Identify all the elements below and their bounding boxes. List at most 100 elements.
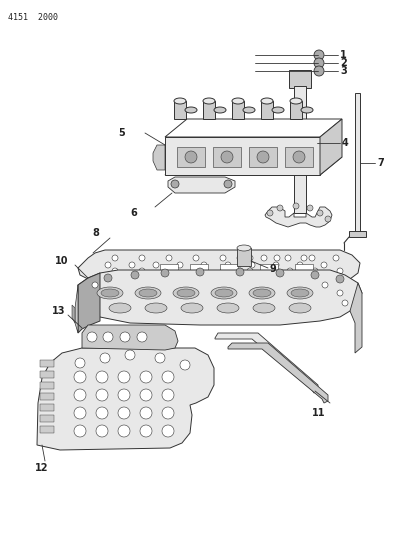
- Circle shape: [292, 203, 298, 209]
- Ellipse shape: [173, 287, 198, 299]
- Polygon shape: [349, 283, 361, 353]
- Circle shape: [236, 268, 243, 274]
- Ellipse shape: [213, 107, 225, 113]
- Bar: [348, 231, 365, 237]
- Circle shape: [162, 371, 173, 383]
- Circle shape: [341, 300, 347, 306]
- Bar: [236, 248, 250, 266]
- Text: 11: 11: [311, 408, 325, 418]
- Polygon shape: [37, 348, 213, 450]
- Circle shape: [236, 255, 243, 261]
- Ellipse shape: [145, 303, 166, 313]
- Circle shape: [276, 205, 282, 211]
- Circle shape: [129, 273, 135, 279]
- Bar: [40, 382, 54, 389]
- Circle shape: [139, 389, 152, 401]
- Circle shape: [200, 273, 207, 279]
- Circle shape: [105, 273, 111, 279]
- Circle shape: [96, 371, 108, 383]
- Bar: [231, 101, 243, 119]
- Circle shape: [313, 66, 323, 76]
- Circle shape: [313, 50, 323, 60]
- Polygon shape: [75, 285, 78, 333]
- Circle shape: [246, 268, 252, 274]
- Ellipse shape: [300, 107, 312, 113]
- Circle shape: [308, 255, 314, 261]
- Bar: [40, 360, 54, 367]
- Circle shape: [166, 268, 172, 274]
- Circle shape: [313, 58, 323, 68]
- Circle shape: [311, 268, 317, 274]
- Circle shape: [300, 255, 306, 261]
- Bar: [40, 393, 54, 400]
- Bar: [189, 264, 207, 274]
- Bar: [213, 147, 240, 167]
- Circle shape: [162, 425, 173, 437]
- Circle shape: [320, 262, 326, 268]
- Circle shape: [162, 389, 173, 401]
- Text: 12: 12: [35, 463, 48, 473]
- Ellipse shape: [252, 303, 274, 313]
- Circle shape: [316, 210, 322, 216]
- Polygon shape: [82, 325, 178, 350]
- Circle shape: [261, 255, 266, 261]
- Ellipse shape: [97, 287, 123, 299]
- Text: 1: 1: [339, 50, 346, 60]
- Circle shape: [261, 268, 267, 274]
- Circle shape: [112, 255, 118, 261]
- Circle shape: [296, 262, 302, 268]
- Circle shape: [236, 268, 243, 276]
- Circle shape: [286, 268, 292, 274]
- Bar: [284, 147, 312, 167]
- Circle shape: [310, 271, 318, 279]
- Ellipse shape: [231, 98, 243, 104]
- Circle shape: [248, 262, 254, 268]
- Circle shape: [336, 268, 342, 274]
- Text: 6: 6: [130, 208, 137, 218]
- Circle shape: [153, 273, 159, 279]
- Circle shape: [96, 389, 108, 401]
- Ellipse shape: [286, 287, 312, 299]
- Text: 8: 8: [92, 228, 99, 238]
- Circle shape: [306, 205, 312, 211]
- Ellipse shape: [184, 107, 196, 113]
- Circle shape: [225, 262, 230, 268]
- Circle shape: [139, 371, 152, 383]
- Circle shape: [300, 268, 306, 274]
- Circle shape: [296, 273, 302, 279]
- Circle shape: [272, 273, 278, 279]
- Polygon shape: [153, 145, 164, 170]
- Polygon shape: [78, 270, 361, 325]
- Text: 13: 13: [52, 306, 65, 316]
- Text: 4: 4: [341, 138, 348, 148]
- Text: 7: 7: [376, 158, 383, 168]
- Circle shape: [220, 268, 225, 274]
- Polygon shape: [227, 343, 327, 403]
- Ellipse shape: [290, 289, 308, 297]
- Ellipse shape: [173, 98, 186, 104]
- Circle shape: [246, 255, 252, 261]
- Ellipse shape: [135, 287, 161, 299]
- Circle shape: [118, 425, 130, 437]
- Circle shape: [248, 273, 254, 279]
- Circle shape: [137, 332, 147, 342]
- Polygon shape: [264, 207, 331, 227]
- Circle shape: [131, 271, 139, 279]
- Bar: [294, 264, 312, 274]
- Bar: [220, 264, 237, 274]
- Polygon shape: [72, 305, 75, 323]
- Circle shape: [139, 255, 145, 261]
- Ellipse shape: [177, 289, 195, 297]
- Circle shape: [177, 262, 182, 268]
- Circle shape: [112, 268, 118, 274]
- Bar: [293, 86, 305, 213]
- Bar: [40, 404, 54, 411]
- Bar: [160, 264, 178, 274]
- Circle shape: [153, 262, 159, 268]
- Bar: [261, 101, 272, 119]
- Polygon shape: [164, 119, 341, 137]
- Circle shape: [177, 273, 182, 279]
- Circle shape: [273, 255, 279, 261]
- Circle shape: [324, 216, 330, 222]
- Polygon shape: [214, 333, 317, 393]
